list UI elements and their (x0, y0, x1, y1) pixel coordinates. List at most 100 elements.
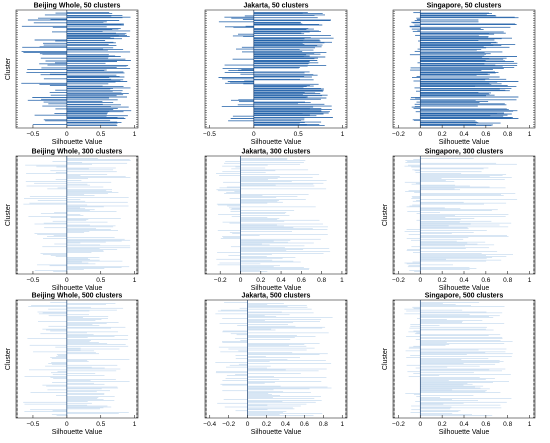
panel-7: −0.5 0 0.5 1 Beijing Whole, 500 clusters Silh… (5, 293, 139, 436)
panel-2: −0.5 0 0.5 1 Jakarta, 50 clusters Silhouette … (203, 3, 348, 146)
x-tick-label: 0 (239, 277, 243, 284)
y-ticks (16, 10, 138, 128)
x-tick-label: 0.5 (96, 421, 105, 428)
x-tick-label: 1 (528, 277, 532, 284)
x-tick-label: 0.6 (481, 131, 490, 138)
chart-title: Singapore, 300 clusters (425, 149, 504, 156)
x-tick-label: −0.2 (392, 421, 405, 428)
x-axis-label: Silhouette Value (251, 429, 302, 436)
silhouette-bars (216, 158, 331, 272)
x-tick-label: 0.4 (281, 421, 290, 428)
axes-box (15, 299, 139, 419)
x-axis-label: Silhouette Value (251, 285, 302, 292)
x-tick-label: 0.4 (459, 421, 468, 428)
x-axis-label: Silhouette Value (52, 429, 103, 436)
y-ticks (393, 10, 535, 128)
silhouette-bars (404, 302, 513, 416)
x-tick-label: 0.2 (256, 277, 265, 284)
x-tick-label: −0.2 (214, 277, 227, 284)
x-tick-label: 0.6 (481, 277, 490, 284)
chart-title: Beijing Whole, 50 clusters (34, 3, 121, 10)
x-tick-label: 1 (341, 131, 345, 138)
silhouette-bars (215, 302, 333, 416)
panel-8: −0.4 −0.2 0 0.2 0.4 0.6 0.8 1 Jakarta, 500 clust… (203, 293, 348, 436)
x-tick-label: −0.2 (222, 421, 235, 428)
x-tick-label: 0 (418, 277, 422, 284)
y-axis-label: Cluster (382, 203, 389, 226)
axes-box (204, 299, 348, 419)
axes-box (15, 9, 139, 129)
x-tick-label: 0 (65, 131, 69, 138)
axes-box (15, 155, 139, 275)
axes-box (204, 155, 348, 275)
x-tick-label: 0.8 (503, 277, 512, 284)
x-axis-label: Silhouette Value (52, 285, 103, 292)
x-tick-label: 0.2 (438, 421, 447, 428)
y-ticks (205, 300, 347, 418)
silhouette-bars (23, 158, 131, 272)
x-tick-label: −0.4 (203, 421, 216, 428)
x-tick-label: 0.6 (481, 421, 490, 428)
x-tick-label: 0.8 (503, 131, 512, 138)
x-tick-label: 0.2 (438, 277, 447, 284)
x-tick-label: 0 (418, 131, 422, 138)
x-tick-label: −0.2 (392, 277, 405, 284)
y-ticks (205, 10, 347, 128)
y-ticks (205, 156, 347, 274)
x-axis-label: Silhouette Value (52, 139, 103, 146)
silhouette-bars (409, 12, 519, 126)
x-tick-label: 0.8 (319, 421, 328, 428)
chart-title: Singapore, 500 clusters (425, 293, 504, 300)
chart-title: Jakarta, 500 clusters (242, 293, 311, 300)
x-tick-label: 1 (133, 277, 137, 284)
x-tick-label: 0.8 (317, 277, 326, 284)
silhouette-bars (23, 302, 130, 416)
silhouette-bars (218, 12, 334, 126)
silhouette-bars (404, 158, 518, 272)
x-tick-label: 0.4 (459, 131, 468, 138)
x-tick-label: 1 (340, 421, 344, 428)
x-tick-label: 1 (133, 421, 137, 428)
x-tick-label: 0.8 (503, 421, 512, 428)
x-tick-label: 1 (340, 277, 344, 284)
x-tick-label: −0.5 (27, 277, 40, 284)
y-ticks (393, 156, 535, 274)
x-axis-label: Silhouette Value (439, 285, 490, 292)
x-tick-label: −0.5 (27, 131, 40, 138)
x-tick-label: 0.5 (96, 131, 105, 138)
x-tick-label: 0.6 (300, 421, 309, 428)
panel-4: −0.5 0 0.5 1 Beijing Whole, 300 clusters Silh… (5, 149, 139, 292)
x-tick-label: 0 (65, 421, 69, 428)
chart-title: Beijing Whole, 500 clusters (32, 293, 123, 300)
chart-title: Singapore, 50 clusters (427, 3, 502, 10)
chart-title: Jakarta, 50 clusters (244, 3, 309, 10)
x-tick-label: 0 (246, 421, 250, 428)
y-ticks (16, 156, 138, 274)
x-tick-label: 1 (528, 131, 532, 138)
y-axis-label: Cluster (5, 203, 12, 226)
x-axis-label: Silhouette Value (439, 139, 490, 146)
panel-5: −0.2 0 0.2 0.4 0.6 0.8 1 Jakarta, 300 clusters S… (204, 149, 348, 292)
x-tick-label: 0 (418, 421, 422, 428)
x-tick-label: 1 (528, 421, 532, 428)
x-tick-label: −0.5 (27, 421, 40, 428)
panel-6: −0.2 0 0.2 0.4 0.6 0.8 1 Singapore, 300 cluster… (382, 149, 536, 292)
x-tick-label: 0 (65, 277, 69, 284)
y-axis-label: Cluster (382, 347, 389, 370)
x-axis-label: Silhouette Value (439, 429, 490, 436)
chart-title: Beijing Whole, 300 clusters (32, 149, 123, 156)
panel-3: −0.2 0 0.2 0.4 0.6 0.8 1 Singapore, 50 clusters… (392, 3, 536, 146)
x-tick-label: −0.2 (392, 131, 405, 138)
y-ticks (16, 300, 138, 418)
x-tick-label: 0.5 (96, 277, 105, 284)
x-tick-label: 0.5 (294, 131, 303, 138)
chart-title: Jakarta, 300 clusters (242, 149, 311, 156)
x-tick-label: 0.2 (262, 421, 271, 428)
y-axis-label: Cluster (5, 347, 12, 370)
axes-box (204, 9, 348, 129)
y-axis-label: Cluster (5, 57, 12, 80)
x-tick-label: 0 (252, 131, 256, 138)
panel-1: −0.5 0 0.5 1 Beijing Whole, 50 clusters Silho… (5, 3, 139, 146)
